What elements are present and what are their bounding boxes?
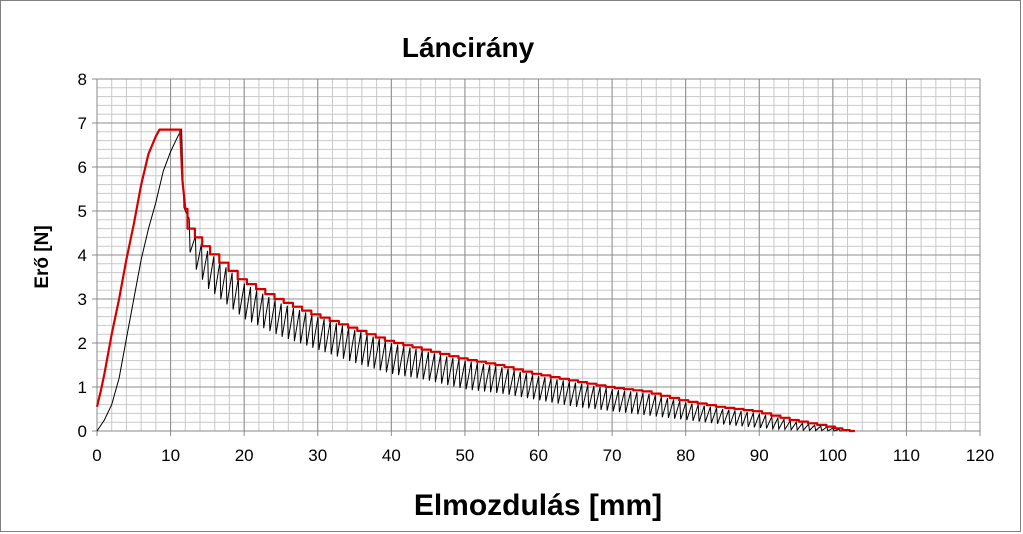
- y-tick-label: 3: [78, 290, 87, 309]
- x-tick-label: 20: [235, 446, 254, 465]
- y-tick-label: 6: [78, 158, 87, 177]
- y-tick-labels: 0 1 2 3 4 5 6 7 8: [78, 70, 87, 441]
- y-tick-label: 0: [78, 422, 87, 441]
- x-tick-label: 40: [382, 446, 401, 465]
- x-tick-label: 100: [819, 446, 847, 465]
- chart-title: Láncirány: [402, 32, 535, 63]
- series-layer: [95, 127, 855, 433]
- x-tick-label: 80: [676, 446, 695, 465]
- y-tick-label: 5: [78, 202, 87, 221]
- x-tick-label: 90: [750, 446, 769, 465]
- plot-area-border: [96, 78, 981, 432]
- y-tick-label: 1: [78, 378, 87, 397]
- x-tick-label: 70: [603, 446, 622, 465]
- x-tick-labels: 0 10 20 30 40 50 60 70 80 90 100 110 120: [92, 446, 994, 465]
- x-tick-label: 110: [893, 446, 920, 465]
- x-tick-label: 0: [92, 446, 101, 465]
- y-axis-label: Erő [N]: [32, 225, 53, 288]
- x-tick-label: 30: [308, 446, 327, 465]
- y-tick-label: 4: [78, 246, 87, 265]
- x-tick-label: 50: [455, 446, 474, 465]
- y-tick-label: 7: [78, 114, 87, 133]
- x-axis-label: Elmozdulás [mm]: [414, 489, 662, 522]
- major-gridlines: [92, 78, 981, 436]
- x-tick-label: 10: [161, 446, 180, 465]
- x-tick-label: 120: [966, 446, 994, 465]
- series-line-sawtooth: [96, 127, 848, 432]
- series-line-envelope: [95, 128, 855, 433]
- y-tick-label: 8: [78, 70, 87, 89]
- y-tick-label: 2: [78, 334, 87, 353]
- x-tick-label: 60: [529, 446, 548, 465]
